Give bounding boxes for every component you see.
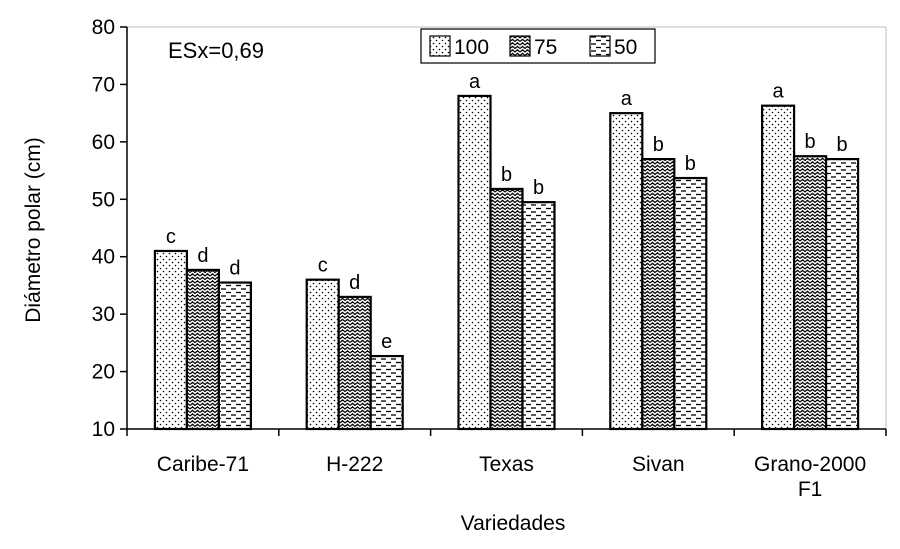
bar-letter-label: d <box>229 258 240 280</box>
bar <box>673 176 708 431</box>
y-tick-label: 60 <box>92 131 115 154</box>
x-tick-label: Texas <box>479 453 534 476</box>
legend-box <box>420 28 656 64</box>
y-tick-label: 80 <box>92 16 115 39</box>
y-tick-label: 40 <box>92 246 115 269</box>
y-tick-label: 50 <box>92 188 115 211</box>
bar <box>369 354 404 431</box>
bar-letter-label: b <box>685 153 696 175</box>
bar <box>824 157 860 431</box>
bar-letter-label: b <box>533 177 544 199</box>
bar <box>760 104 796 431</box>
bar <box>521 201 556 431</box>
x-tick-label: Grano-2000 F1 <box>754 453 866 501</box>
legend-label: 100 <box>454 36 489 59</box>
bar <box>217 281 252 431</box>
legend-label: 75 <box>534 36 557 59</box>
bar <box>153 249 188 431</box>
legend-swatch <box>509 35 531 57</box>
bar <box>641 157 676 431</box>
y-tick-label: 10 <box>92 418 115 441</box>
x-axis: Caribe-71 H-222 Texas Sivan Grano-2000 F1 <box>126 428 887 501</box>
bar <box>489 187 524 431</box>
bar-letter-label: c <box>318 255 328 277</box>
bar-letter-label: d <box>349 272 360 294</box>
x-tick-label: Sivan <box>632 453 685 476</box>
bar-letter-label: b <box>805 131 816 153</box>
legend-swatch <box>429 35 451 57</box>
bar <box>185 268 220 431</box>
bar-letter-label: b <box>501 164 512 186</box>
legend: 100 75 50 <box>420 28 656 64</box>
bar-letter-label: b <box>653 134 664 156</box>
x-tick-label: Caribe-71 <box>157 453 249 476</box>
annotation-esx: ESx=0,69 <box>168 38 264 63</box>
bar <box>337 295 372 431</box>
bar-letter-label: c <box>166 226 176 248</box>
bar <box>457 94 492 431</box>
y-axis: 10 20 30 40 50 60 70 80 <box>92 16 128 441</box>
bar <box>609 112 644 431</box>
bar-letter-label: b <box>837 134 848 156</box>
y-tick-label: 70 <box>92 73 115 96</box>
bar-letter-label: e <box>381 331 392 353</box>
bar <box>305 278 340 431</box>
bar-letter-label: d <box>197 245 208 267</box>
x-axis-label: Variedades <box>461 512 566 535</box>
bar-letter-label: a <box>773 81 785 103</box>
bar <box>792 155 828 431</box>
legend-label: 50 <box>614 36 637 59</box>
x-tick-label: H-222 <box>326 453 383 476</box>
y-tick-label: 30 <box>92 303 115 326</box>
bar-letter-label: a <box>469 71 481 93</box>
plot-frame <box>127 26 887 429</box>
y-tick-label: 20 <box>92 361 115 384</box>
legend-swatch <box>589 35 611 57</box>
bar-letter-label: a <box>621 88 633 110</box>
y-axis-label: Diámetro polar (cm) <box>22 137 45 323</box>
